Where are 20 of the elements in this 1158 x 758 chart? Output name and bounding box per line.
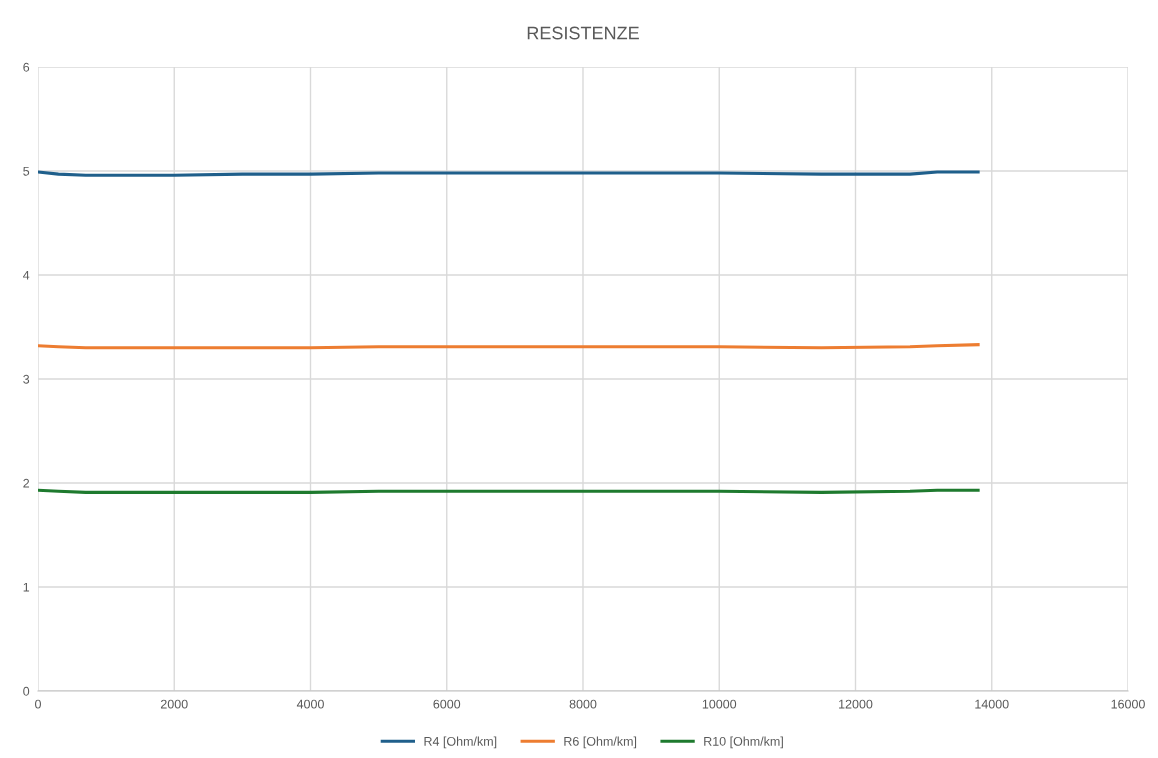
y-tick-label: 0 [23, 686, 30, 696]
y-tick-label: 4 [23, 270, 30, 280]
x-tick-label: 16000 [1111, 699, 1145, 709]
x-tick-label: 14000 [975, 699, 1009, 709]
y-tick-label: 3 [23, 374, 30, 384]
legend-label: R10 [Ohm/km] [704, 736, 783, 749]
x-tick-label: 12000 [839, 699, 873, 709]
y-tick-label: 1 [23, 582, 30, 592]
x-tick-label: 10000 [702, 699, 737, 709]
x-tick-label: 8000 [569, 699, 597, 709]
y-tick-label: 2 [23, 478, 30, 488]
x-tick-label: 0 [35, 699, 41, 709]
x-tick-label: 2000 [160, 699, 188, 709]
legend-label: R6 [Ohm/km] [564, 736, 637, 749]
y-tick-label: 6 [23, 62, 30, 72]
x-tick-label: 4000 [296, 699, 324, 709]
y-tick-label: 5 [23, 166, 30, 176]
x-tick-label: 6000 [433, 699, 461, 709]
chart-title: RESISTENZE [527, 26, 639, 40]
legend-label: R4 [Ohm/km] [424, 736, 497, 749]
